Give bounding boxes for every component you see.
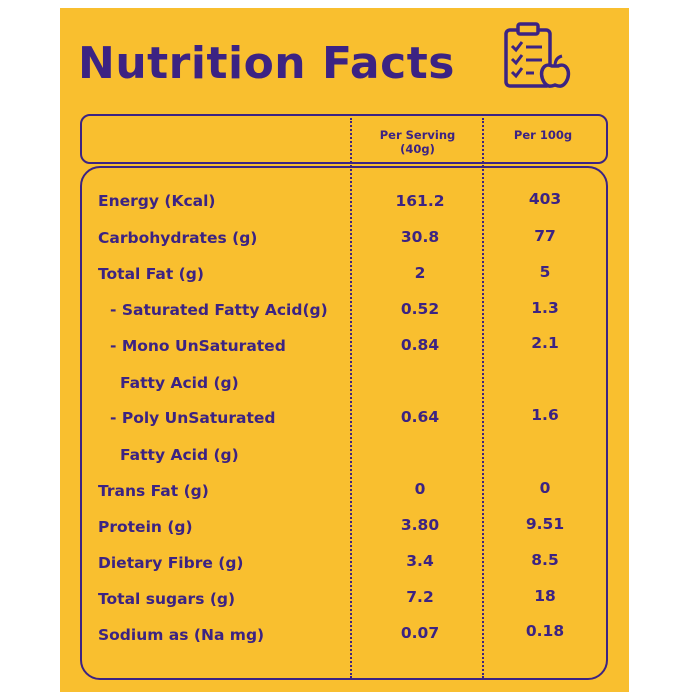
page-title: Nutrition Facts [78,38,455,89]
row-serving-saturated-fatty-acid: 0.52 [400,300,440,318]
row-serving-mono-unsaturated: 0.84 [400,336,440,354]
row-label-carbohydrates: Carbohydrates (g) [98,229,258,247]
row-label-mono-unsaturated: - Mono UnSaturated [110,337,286,355]
row-per100-total-sugars: 18 [534,587,556,605]
row-per100-dietary-fibre: 8.5 [531,551,559,569]
row-per100-total-fat: 5 [539,263,551,281]
row-per100-protein: 9.51 [525,515,565,533]
row-serving-total-fat: 2 [414,264,426,282]
row-serving-protein: 3.80 [400,516,440,534]
row-label-saturated-fatty-acid: - Saturated Fatty Acid(g) [110,301,328,319]
row-serving-carbohydrates: 30.8 [400,228,440,246]
row-label-mono-unsaturated-cont: Fatty Acid (g) [120,374,239,392]
row-per100-poly-unsaturated: 1.6 [531,406,559,424]
row-serving-total-sugars: 7.2 [406,588,434,606]
row-serving-trans-fat: 0 [414,480,426,498]
row-label-protein: Protein (g) [98,518,193,536]
row-label-poly-unsaturated-cont: Fatty Acid (g) [120,446,239,464]
row-label-poly-unsaturated: - Poly UnSaturated [110,409,276,427]
row-per100-saturated-fatty-acid: 1.3 [531,299,559,317]
nutrient-table-box [80,166,608,680]
row-label-total-sugars: Total sugars (g) [98,590,236,608]
per-serving-header: Per Serving (40g) [379,128,456,156]
nutrition-panel [60,8,629,692]
row-label-sodium: Sodium as (Na mg) [98,626,265,644]
row-label-total-fat: Total Fat (g) [98,265,204,283]
row-serving-sodium: 0.07 [400,624,440,642]
row-serving-energy: 161.2 [395,192,445,210]
row-label-trans-fat: Trans Fat (g) [98,482,209,500]
column-divider-1 [350,118,352,678]
row-per100-mono-unsaturated: 2.1 [531,334,559,352]
row-label-dietary-fibre: Dietary Fibre (g) [98,554,244,572]
row-serving-poly-unsaturated: 0.64 [400,408,440,426]
column-divider-2 [482,118,484,678]
clipboard-checklist-apple-icon [504,22,571,88]
row-per100-trans-fat: 0 [539,479,551,497]
row-per100-sodium: 0.18 [525,622,565,640]
row-label-energy: Energy (Kcal) [98,192,216,210]
per-100g-header: Per 100g [513,128,573,142]
row-per100-energy: 403 [528,190,562,208]
column-header-box [80,114,608,164]
row-per100-carbohydrates: 77 [534,227,556,245]
row-serving-dietary-fibre: 3.4 [406,552,434,570]
